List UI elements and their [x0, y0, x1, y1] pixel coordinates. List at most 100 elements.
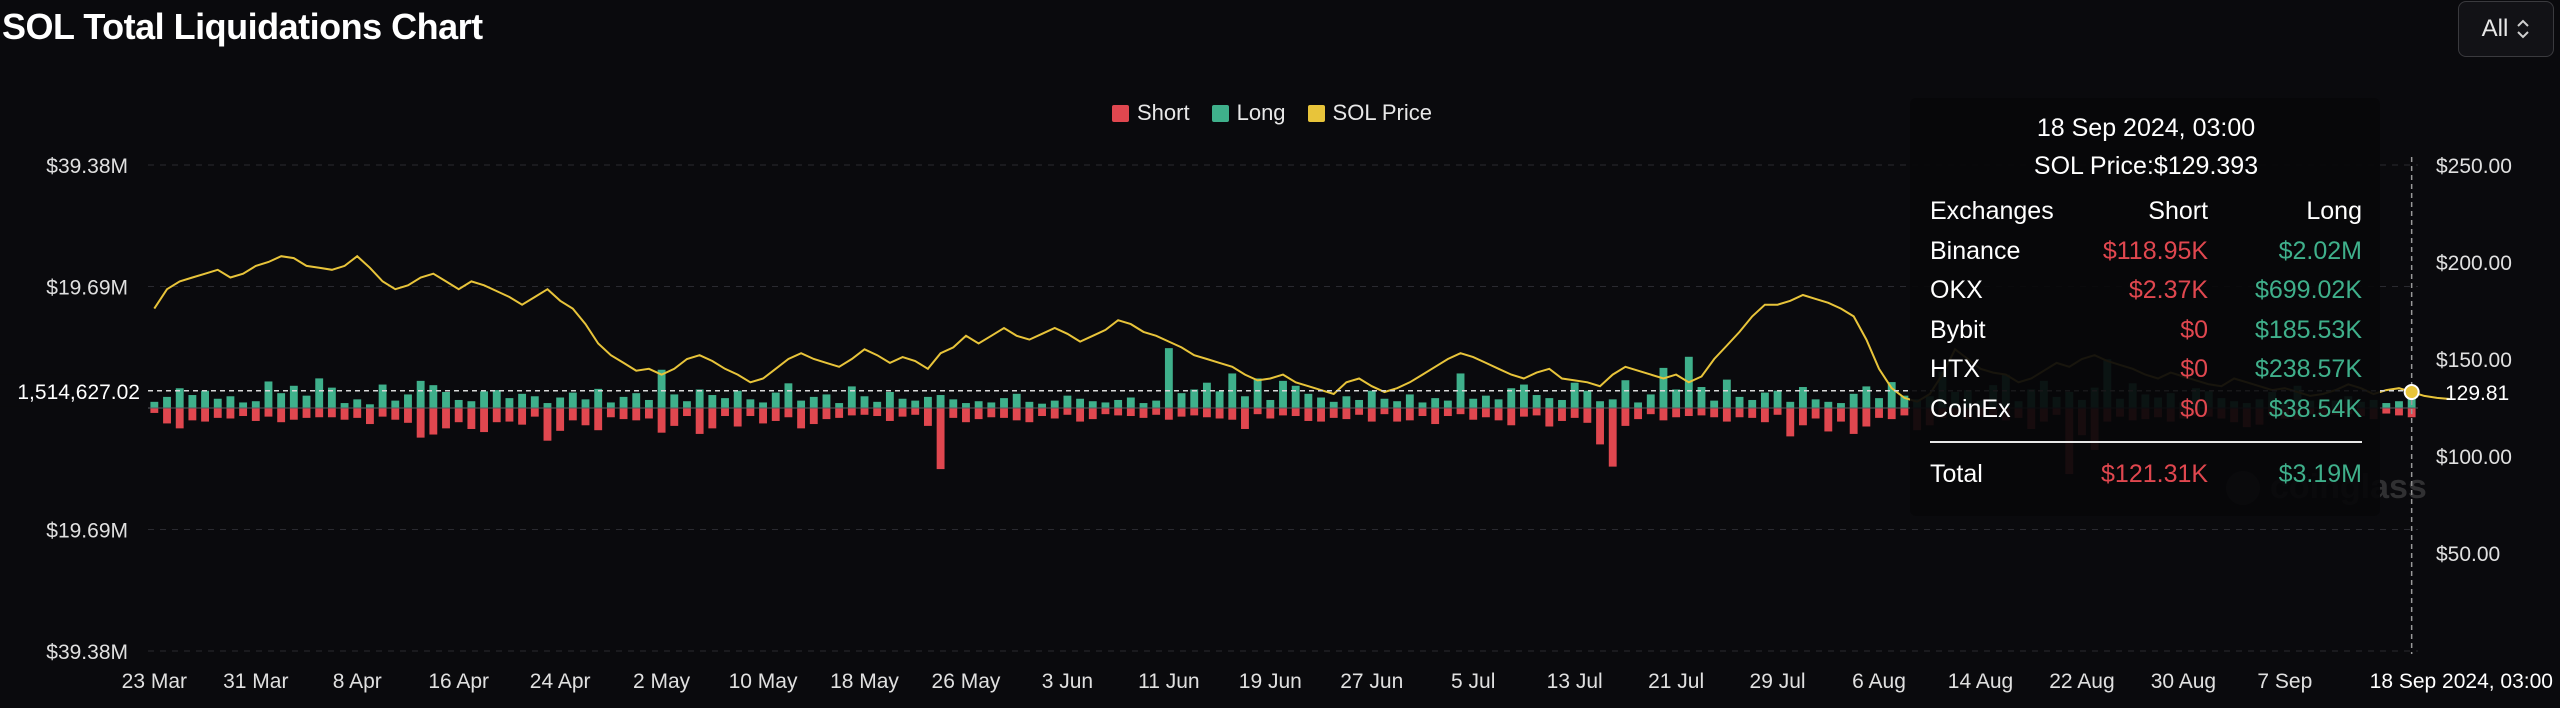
bar-long — [150, 401, 159, 408]
bar-short — [543, 408, 552, 441]
bar-short — [327, 408, 336, 418]
bar-short — [581, 408, 590, 426]
x-tick-label: 11 Jun — [1138, 670, 1200, 693]
tooltip-row: HTX $0 $238.57K — [1930, 350, 2362, 390]
bar-long — [1177, 393, 1186, 408]
bar-long — [1329, 401, 1338, 408]
bar-short — [1659, 408, 1668, 421]
bar-long — [873, 401, 882, 408]
bar-short — [1824, 408, 1833, 432]
y-tick-label-left: $39.38M — [46, 641, 128, 664]
bar-long — [847, 386, 856, 408]
bar-short — [1722, 408, 1731, 422]
tooltip-total-label: Total — [1930, 460, 1983, 489]
legend-item-short[interactable]: Short — [1112, 100, 1190, 126]
bar-long — [1659, 367, 1668, 408]
bar-short — [1050, 408, 1059, 419]
bar-short — [1012, 408, 1021, 421]
bar-long — [1076, 398, 1085, 408]
y-tick-label-right: $200.00 — [2436, 252, 2512, 275]
bar-short — [708, 408, 717, 429]
bar-short — [1596, 408, 1604, 445]
tooltip-header-row: Exchanges Short Long — [1930, 192, 2362, 232]
bar-short — [315, 408, 324, 418]
bar-short — [1900, 408, 1909, 416]
bar-short — [1025, 408, 1034, 423]
bar-short — [1126, 408, 1135, 417]
bar-short — [746, 408, 755, 417]
x-tick-label: 16 Apr — [428, 670, 489, 693]
bar-long — [1596, 401, 1604, 408]
time-range-select[interactable]: All — [2458, 1, 2554, 57]
bar-short — [1634, 408, 1643, 420]
bar-long — [594, 388, 603, 408]
legend-item-long[interactable]: Long — [1211, 100, 1286, 126]
tooltip-long-value: $238.57K — [2254, 355, 2362, 384]
bar-short — [962, 408, 970, 423]
bar-short — [683, 408, 691, 417]
bar-short — [1545, 408, 1554, 427]
bar-short — [163, 408, 171, 424]
tooltip-date: 18 Sep 2024, 03:00 — [2036, 114, 2256, 142]
bar-short — [797, 408, 806, 429]
bar-long — [949, 399, 958, 408]
tooltip-header-exchanges: Exchanges — [1930, 197, 2054, 226]
bar-short — [1241, 408, 1249, 429]
bar-short — [1481, 408, 1490, 418]
bar-long — [378, 384, 387, 408]
time-range-value: All — [2481, 15, 2509, 42]
bar-long — [1038, 403, 1046, 408]
bar-short — [1380, 408, 1389, 415]
bar-short — [1570, 408, 1579, 418]
x-tick-label: 24 Apr — [530, 670, 591, 693]
bar-long — [251, 401, 260, 408]
x-tick-label: 14 Aug — [1948, 670, 2013, 693]
bar-short — [936, 408, 945, 470]
bar-long — [911, 400, 920, 408]
bar-long — [213, 398, 222, 408]
bar-long — [797, 400, 806, 408]
bar-long — [885, 391, 894, 408]
bar-long — [1152, 400, 1161, 408]
bar-long — [822, 394, 831, 408]
bar-short — [518, 408, 527, 425]
legend-item-sol-price[interactable]: SOL Price — [1307, 100, 1432, 126]
tooltip-row: CoinEx $0 $38.54K — [1930, 390, 2362, 430]
bar-long — [302, 395, 311, 408]
bar-short — [1735, 408, 1744, 418]
tooltip-price: SOL Price:$129.393 — [2033, 152, 2259, 180]
bar-long — [746, 399, 755, 408]
bar-short — [1494, 408, 1503, 421]
bar-long — [1367, 390, 1376, 408]
bar-short — [1760, 408, 1769, 423]
bar-short — [771, 408, 780, 421]
tooltip-header-short: Short — [2148, 197, 2209, 226]
bar-short — [289, 408, 298, 420]
bar-short — [1520, 408, 1528, 417]
bar-long — [644, 399, 653, 408]
bar-long — [429, 385, 438, 408]
x-tick-label: 3 Jun — [1042, 670, 1093, 693]
tooltip-row: Binance $118.95K $2.02M — [1930, 232, 2362, 272]
bar-short — [1672, 408, 1681, 418]
x-tick-label: 23 Mar — [122, 670, 187, 693]
bar-short — [1215, 408, 1224, 419]
bar-long — [1722, 379, 1731, 408]
bar-short — [949, 408, 958, 418]
bar-long — [1456, 373, 1465, 408]
bar-long — [530, 396, 539, 408]
bar-short — [1418, 408, 1427, 417]
bar-long — [1304, 393, 1313, 408]
bar-long — [1520, 384, 1528, 408]
bar-short — [2382, 408, 2391, 414]
tooltip-exchange: OKX — [1930, 276, 1983, 305]
bar-long — [1253, 378, 1262, 408]
bar-short — [1811, 408, 1820, 419]
bar-short — [226, 408, 235, 419]
bar-long — [365, 404, 374, 408]
bar-short — [809, 408, 818, 425]
bar-short — [378, 408, 387, 417]
bar-long — [1355, 399, 1364, 408]
y-tick-label-left: $39.38M — [46, 155, 128, 178]
bar-long — [835, 403, 844, 408]
